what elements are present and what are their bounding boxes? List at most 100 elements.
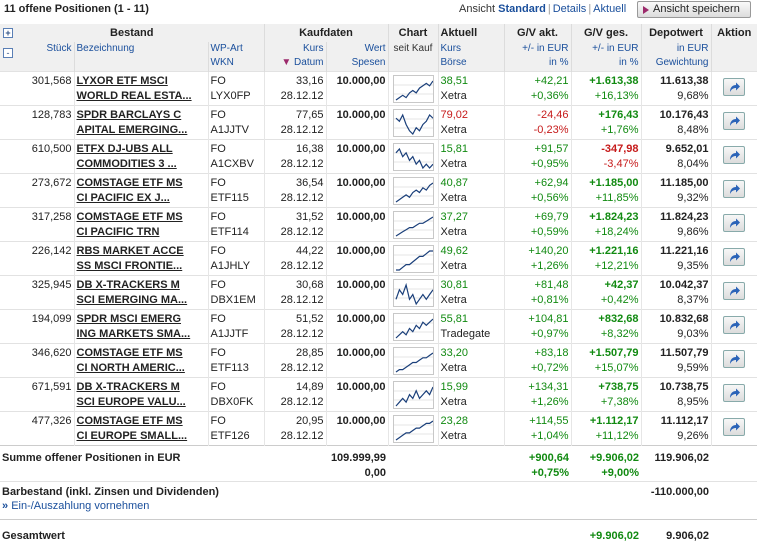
position-name-line1[interactable]: DB X-TRACKERS M bbox=[76, 380, 180, 393]
gv-current-pct: +0,81% bbox=[530, 293, 569, 306]
sort-gv-akt-eur[interactable]: +/- in EUR bbox=[522, 43, 569, 54]
sort-arrow-icon: ▼ bbox=[281, 57, 292, 68]
gv-total-eur: +832,68 bbox=[598, 312, 639, 325]
position-quantity: 325,945 bbox=[31, 278, 72, 291]
col-aktuell: Aktuell bbox=[438, 24, 505, 42]
position-name-line2[interactable]: CI NORTH AMERIC... bbox=[76, 361, 185, 374]
depot-value: 11.507,79 bbox=[660, 346, 709, 359]
position-name-line2[interactable]: SCI EUROPE VALU... bbox=[76, 395, 186, 408]
forward-arrow-icon bbox=[730, 252, 741, 262]
col-gv-akt: G/V akt. bbox=[504, 24, 572, 42]
sort-gv-akt-pct[interactable]: in % bbox=[549, 57, 569, 68]
sparkline-chart[interactable] bbox=[392, 278, 434, 307]
position-name-line2[interactable]: SCI EMERGING MA... bbox=[76, 293, 188, 306]
positions-body: 301,568 LYXOR ETF MSCI WORLD REAL ESTA... F… bbox=[0, 70, 757, 445]
position-name-line1[interactable]: LYXOR ETF MSCI bbox=[76, 74, 168, 87]
current-price: 30,81 bbox=[440, 278, 469, 291]
forward-arrow-icon bbox=[730, 82, 741, 92]
position-name-line1[interactable]: DB X-TRACKERS M bbox=[76, 278, 180, 291]
depot-weight: 9,03% bbox=[677, 327, 709, 340]
purchase-price: 77,65 bbox=[295, 108, 324, 121]
deposit-link[interactable]: Ein-/Auszahlung vornehmen bbox=[11, 500, 150, 512]
position-wkn: ETF114 bbox=[210, 225, 249, 238]
current-price: 49,62 bbox=[440, 244, 469, 257]
sparkline-chart[interactable] bbox=[392, 244, 434, 273]
purchase-date: 28.12.12 bbox=[280, 123, 324, 136]
sparkline-chart[interactable] bbox=[392, 108, 434, 137]
collapse-all-icon[interactable]: - bbox=[3, 48, 13, 58]
position-name-line1[interactable]: SPDR MSCI EMERG bbox=[76, 312, 182, 325]
sort-gv-ges-pct[interactable]: in % bbox=[619, 57, 639, 68]
position-name-line1[interactable]: SPDR BARCLAYS C bbox=[76, 108, 182, 121]
purchase-value: 10.000,00 bbox=[336, 346, 386, 359]
sparkline-chart[interactable] bbox=[392, 380, 434, 409]
position-name-line2[interactable]: CI EUROPE SMALL... bbox=[76, 429, 188, 442]
sort-stueck[interactable]: Stück bbox=[46, 43, 72, 54]
position-name-line2[interactable]: APITAL EMERGING... bbox=[76, 123, 188, 136]
trade-action-button[interactable] bbox=[723, 145, 746, 164]
table-row: 346,620 COMSTAGE ETF MS CI NORTH AMERIC...… bbox=[0, 342, 757, 377]
position-name-line2[interactable]: ING MARKETS SMA... bbox=[76, 327, 191, 340]
position-name-line1[interactable]: COMSTAGE ETF MS bbox=[76, 414, 183, 427]
trade-action-button[interactable] bbox=[723, 349, 746, 368]
position-type: FO bbox=[210, 210, 226, 223]
position-name-line2[interactable]: SS MSCI FRONTIE... bbox=[76, 259, 183, 272]
sort-gewichtung[interactable]: Gewichtung bbox=[655, 57, 709, 68]
depot-value: 11.824,23 bbox=[660, 210, 709, 223]
view-details-link[interactable]: Details bbox=[552, 3, 587, 15]
position-name-line2[interactable]: CI PACIFIC TRN bbox=[76, 225, 160, 238]
sort-wp-art[interactable]: WP-Art bbox=[210, 43, 243, 54]
total-row: Gesamtwert +9.906,02 9.906,02 bbox=[0, 518, 757, 553]
col-kaufdaten: Kaufdaten bbox=[264, 24, 389, 42]
trade-action-button[interactable] bbox=[723, 179, 746, 198]
expand-all-icon[interactable]: + bbox=[3, 28, 13, 38]
sparkline-chart[interactable] bbox=[392, 142, 434, 171]
sort-datum[interactable]: Datum bbox=[294, 57, 324, 68]
forward-arrow-icon bbox=[730, 150, 741, 160]
sparkline-line bbox=[395, 249, 433, 271]
position-name-line2[interactable]: WORLD REAL ESTA... bbox=[76, 89, 192, 102]
forward-arrow-icon bbox=[730, 286, 741, 296]
sparkline-line bbox=[394, 282, 433, 305]
purchase-value: 10.000,00 bbox=[336, 210, 386, 223]
trade-action-button[interactable] bbox=[723, 417, 746, 436]
trade-action-button[interactable] bbox=[723, 213, 746, 232]
trade-action-button[interactable] bbox=[723, 111, 746, 130]
gv-current-pct: +0,36% bbox=[530, 89, 569, 102]
trade-action-button[interactable] bbox=[723, 77, 746, 96]
trade-action-button[interactable] bbox=[723, 281, 746, 300]
sort-depot-eur[interactable]: in EUR bbox=[676, 43, 709, 54]
sort-kurs-aktuell[interactable]: Kurs bbox=[440, 43, 462, 54]
sparkline-chart[interactable] bbox=[392, 312, 434, 341]
position-name-line1[interactable]: ETFX DJ-UBS ALL bbox=[76, 142, 173, 155]
sort-kurs[interactable]: Kurs bbox=[302, 43, 324, 54]
gv-total-eur: +42,37 bbox=[604, 278, 639, 291]
sort-spesen[interactable]: Spesen bbox=[351, 57, 386, 68]
sparkline-chart[interactable] bbox=[392, 74, 434, 103]
sort-wert[interactable]: Wert bbox=[364, 43, 386, 54]
sort-wkn[interactable]: WKN bbox=[210, 57, 234, 68]
sparkline-chart[interactable] bbox=[392, 414, 434, 443]
position-name-line1[interactable]: COMSTAGE ETF MS bbox=[76, 210, 183, 223]
trade-action-button[interactable] bbox=[723, 247, 746, 266]
sparkline-chart[interactable] bbox=[392, 210, 434, 239]
exchange: Xetra bbox=[440, 361, 467, 374]
sparkline-chart[interactable] bbox=[392, 176, 434, 205]
header-row-groups: + Bestand Kaufdaten Chart Aktuell G/V ak… bbox=[0, 24, 757, 42]
position-name-line2[interactable]: COMMODITIES 3 ... bbox=[76, 157, 177, 170]
sort-boerse[interactable]: Börse bbox=[440, 57, 467, 68]
table-row: 226,142 RBS MARKET ACCE SS MSCI FRONTIE...… bbox=[0, 240, 757, 275]
sparkline-chart[interactable] bbox=[392, 346, 434, 375]
save-view-button[interactable]: Ansicht speichern bbox=[637, 1, 751, 18]
purchase-price: 16,38 bbox=[295, 142, 324, 155]
trade-action-button[interactable] bbox=[723, 383, 746, 402]
position-name-line1[interactable]: COMSTAGE ETF MS bbox=[76, 346, 183, 359]
view-standard-link[interactable]: Standard bbox=[498, 3, 546, 15]
sort-gv-ges-eur[interactable]: +/- in EUR bbox=[592, 43, 639, 54]
trade-action-button[interactable] bbox=[723, 315, 746, 334]
sort-bezeichnung[interactable]: Bezeichnung bbox=[76, 43, 135, 54]
view-aktuell-link[interactable]: Aktuell bbox=[593, 3, 627, 15]
position-name-line2[interactable]: CI PACIFIC EX J... bbox=[76, 191, 170, 204]
position-name-line1[interactable]: RBS MARKET ACCE bbox=[76, 244, 184, 257]
position-name-line1[interactable]: COMSTAGE ETF MS bbox=[76, 176, 183, 189]
